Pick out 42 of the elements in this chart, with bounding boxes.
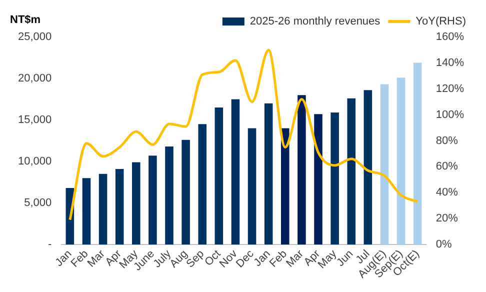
bar <box>231 99 240 244</box>
bar <box>82 178 91 244</box>
bar <box>98 174 108 244</box>
y-tick-label: - <box>48 238 52 250</box>
bar <box>198 124 207 244</box>
bar <box>413 62 422 244</box>
y2-tick-label: 80% <box>436 134 458 147</box>
bar <box>165 146 174 244</box>
bar <box>148 156 157 244</box>
y-tick-label: 25,000 <box>18 31 52 44</box>
y2-tick-label: 160% <box>436 31 464 44</box>
bar <box>182 140 190 244</box>
x-tick-label: Jun <box>334 248 356 269</box>
legend-label: 2025-26 monthly revenues <box>250 16 381 28</box>
x-tick-label: Mar <box>284 248 306 270</box>
y2-tick-label: 120% <box>436 82 464 95</box>
y-axis-title: NT$m <box>10 14 41 26</box>
bar <box>298 95 306 244</box>
bar <box>347 98 356 244</box>
bar <box>380 84 389 244</box>
bar <box>314 114 322 244</box>
line-series <box>68 48 419 222</box>
y2-tick-label: 140% <box>436 56 464 69</box>
y-tick-label: 10,000 <box>18 156 52 168</box>
bar <box>248 128 256 244</box>
bar <box>364 90 372 244</box>
y2-tick-label: 100% <box>436 108 464 121</box>
y2-tick-label: 40% <box>436 186 458 199</box>
legend-label: YoY(RHS) <box>416 16 466 28</box>
y2-tick-label: 60% <box>436 160 458 173</box>
y-tick-label: 20,000 <box>18 72 52 85</box>
y-tick-label: 5,000 <box>24 197 52 209</box>
bar <box>396 78 406 244</box>
y2-tick-label: 20% <box>436 212 458 225</box>
bar <box>115 168 124 244</box>
bar <box>132 162 140 244</box>
bar <box>281 128 290 244</box>
bar <box>214 108 224 244</box>
bar <box>264 103 273 244</box>
bar <box>330 112 339 244</box>
y-tick-label: 15,000 <box>18 114 52 126</box>
y2-tick-label: 0% <box>436 238 452 250</box>
